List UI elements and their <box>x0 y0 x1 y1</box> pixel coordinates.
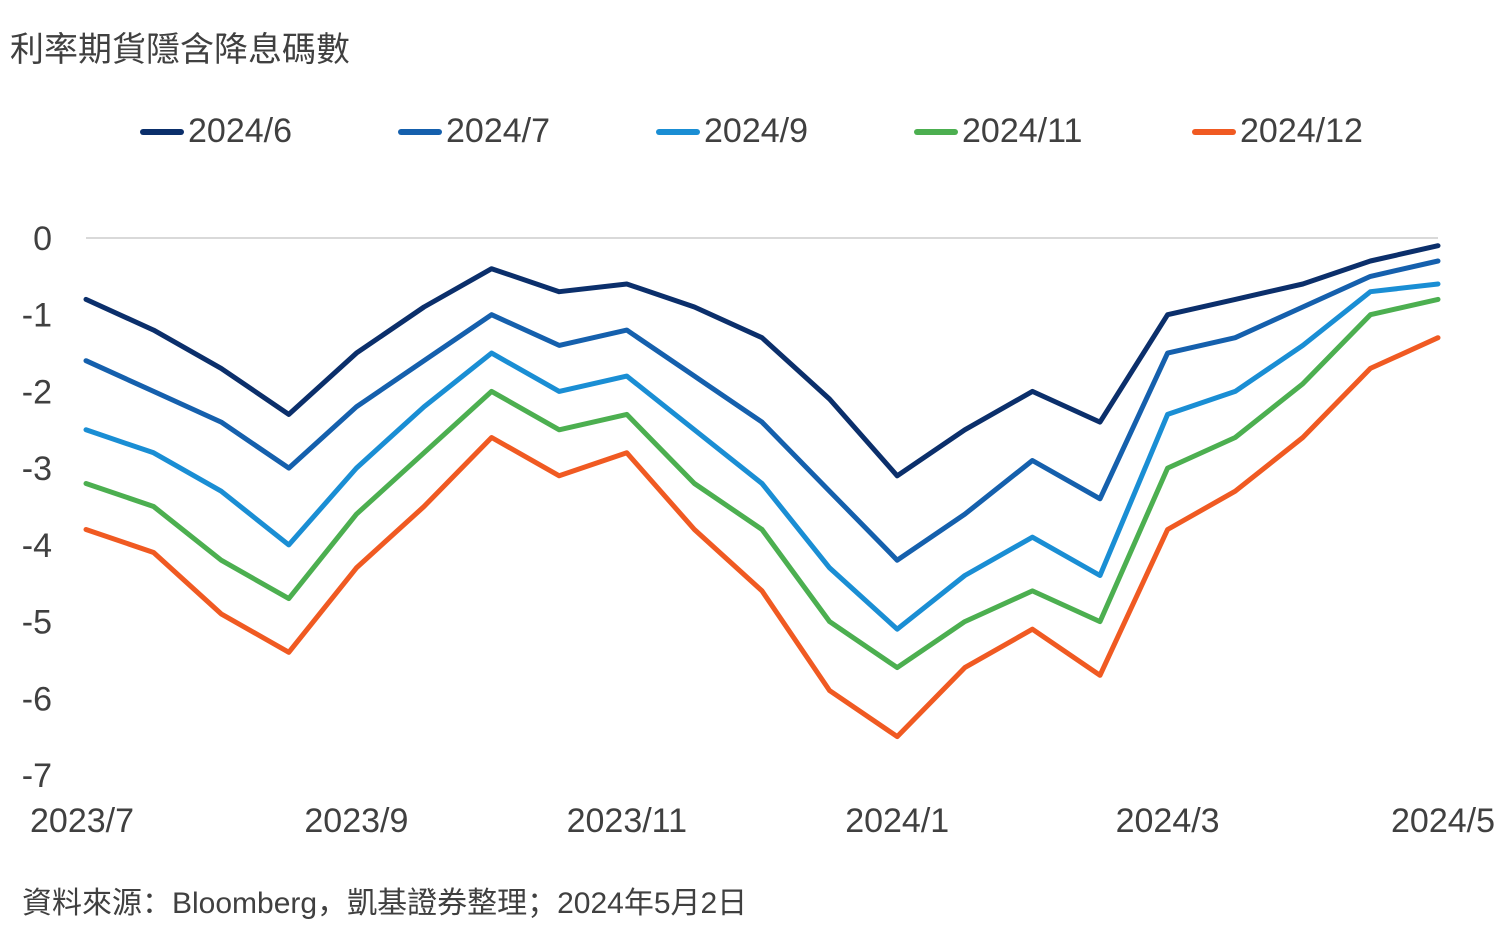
x-tick-label: 2023/7 <box>30 802 134 840</box>
y-tick-label: -2 <box>22 373 52 411</box>
series-line-2024-11 <box>83 296 1441 671</box>
legend-label: 2024/9 <box>704 112 808 150</box>
legend-item-2024-6: 2024/6 <box>140 112 292 151</box>
x-tick-label: 2024/5 <box>1391 802 1495 840</box>
y-tick-label: -6 <box>22 680 52 718</box>
legend-item-2024-11: 2024/11 <box>914 112 1082 151</box>
legend-swatch <box>1192 128 1236 135</box>
legend-label: 2024/6 <box>188 112 292 150</box>
legend-swatch <box>398 128 442 135</box>
legend-item-2024-7: 2024/7 <box>398 112 550 151</box>
y-tick-label: -1 <box>22 297 52 335</box>
legend-swatch <box>656 128 700 135</box>
legend-item-2024-9: 2024/9 <box>656 112 808 151</box>
source-note: 資料來源：Bloomberg，凱基證券整理；2024年5月2日 <box>22 887 748 920</box>
x-tick-label: 2023/9 <box>304 802 408 840</box>
series-line-2024-7 <box>83 258 1441 563</box>
legend: 2024/6 2024/7 2024/9 2024/11 2024/12 <box>0 112 1509 162</box>
series-line-2024-6 <box>83 243 1441 479</box>
y-tick-label: -7 <box>22 757 52 795</box>
y-tick-label: 0 <box>33 220 52 258</box>
y-tick-label: -3 <box>22 450 52 488</box>
x-tick-label: 2023/11 <box>567 802 687 840</box>
legend-label: 2024/12 <box>1240 112 1363 150</box>
legend-swatch <box>140 128 184 135</box>
x-tick-label: 2024/1 <box>845 802 949 840</box>
legend-swatch <box>914 128 958 135</box>
series-line-2024-12 <box>83 335 1441 740</box>
legend-item-2024-12: 2024/12 <box>1192 112 1363 151</box>
chart-title: 利率期貨隱含降息碼數 <box>10 31 350 69</box>
y-tick-label: -4 <box>22 527 52 565</box>
legend-label: 2024/11 <box>962 112 1083 150</box>
x-tick-label: 2024/3 <box>1116 802 1220 840</box>
y-tick-label: -5 <box>22 604 52 642</box>
series-line-2024-9 <box>83 281 1441 632</box>
legend-label: 2024/7 <box>446 112 550 150</box>
